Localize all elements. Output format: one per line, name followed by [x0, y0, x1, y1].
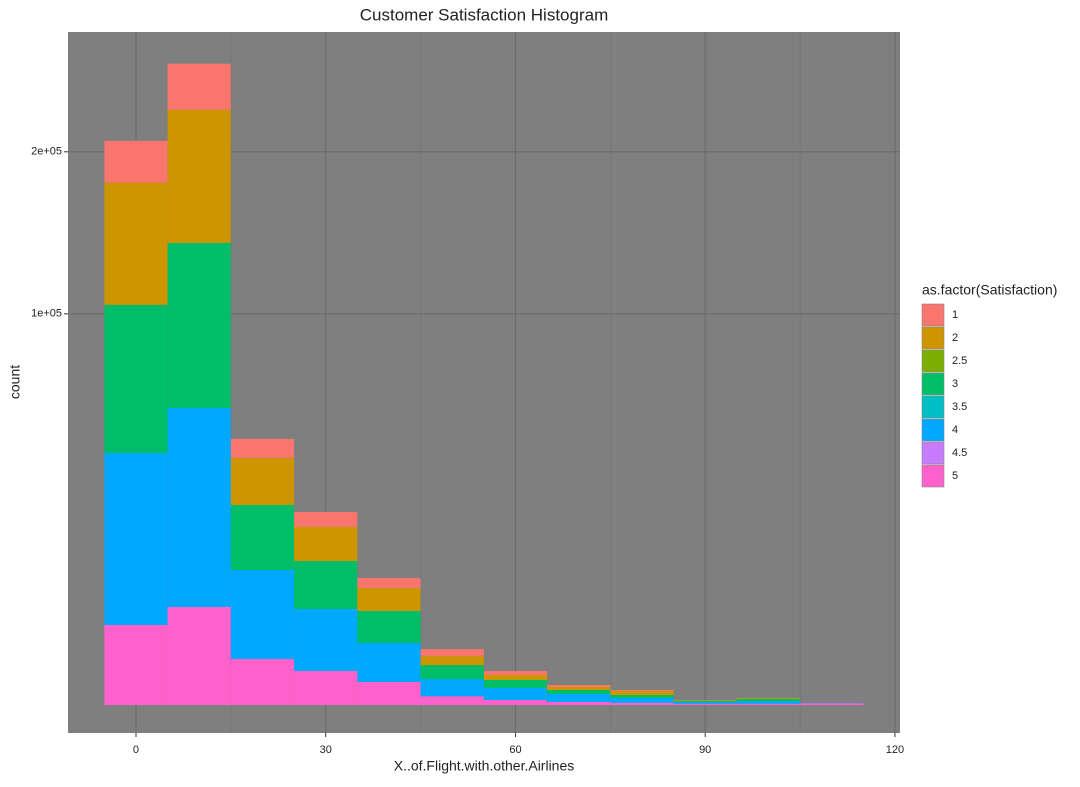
bar-segment: [104, 453, 167, 625]
bar-segment: [168, 243, 231, 408]
x-axis-label: X..of.Flight.with.other.Airlines: [394, 758, 575, 774]
bar-segment: [800, 703, 863, 705]
bar-segment: [357, 588, 420, 611]
bar-segment: [231, 458, 294, 505]
legend-key: [922, 396, 944, 418]
bar-segment: [610, 703, 673, 705]
bar-segment: [737, 701, 800, 704]
x-tick-label: 120: [886, 744, 904, 756]
bar-segment: [484, 688, 547, 700]
bar-segment: [484, 680, 547, 688]
bar-segment: [421, 649, 484, 656]
bar-segment: [231, 439, 294, 458]
bar-segment: [104, 305, 167, 453]
chart-title: Customer Satisfaction Histogram: [360, 5, 608, 24]
legend-label: 3: [952, 378, 958, 390]
bar-segment: [547, 690, 610, 694]
legend-label: 2: [952, 332, 958, 344]
bar-segment: [674, 700, 737, 701]
bar-segment: [231, 659, 294, 705]
bar-segment: [547, 702, 610, 705]
bar-segment: [294, 527, 357, 561]
legend-key: [922, 350, 944, 372]
bar-segment: [547, 687, 610, 690]
legend-key: [922, 304, 944, 326]
bar-segment: [104, 141, 167, 183]
legend-key: [922, 373, 944, 395]
legend-title: as.factor(Satisfaction): [922, 282, 1057, 298]
x-tick-label: 90: [699, 744, 711, 756]
bar-segment: [294, 609, 357, 671]
bar-segment: [168, 408, 231, 607]
bar-segment: [484, 700, 547, 705]
bar-segment: [674, 704, 737, 705]
bar-segment: [357, 578, 420, 588]
legend-key: [922, 442, 944, 464]
bar-segment: [294, 512, 357, 527]
legend-key: [922, 465, 944, 487]
bar-segment: [610, 698, 673, 703]
bar-segment: [357, 643, 420, 682]
legend-label: 4: [952, 424, 958, 436]
legend-label: 3.5: [952, 401, 967, 413]
y-axis-label: count: [7, 365, 23, 399]
x-tick-label: 0: [133, 744, 139, 756]
bar-segment: [610, 695, 673, 698]
bar-segment: [421, 665, 484, 679]
legend-label: 4.5: [952, 447, 967, 459]
bar-segment: [294, 671, 357, 705]
bar-segment: [168, 607, 231, 705]
bar-segment: [168, 64, 231, 110]
bar-segment: [104, 625, 167, 705]
bar-segment: [737, 699, 800, 701]
bar-segment: [357, 611, 420, 643]
bar-segment: [421, 679, 484, 696]
x-tick-label: 30: [320, 744, 332, 756]
legend-key: [922, 419, 944, 441]
bar-segment: [421, 656, 484, 665]
bar-segment: [737, 704, 800, 705]
bar-segment: [421, 696, 484, 705]
bar-segment: [104, 183, 167, 305]
bar-segment: [231, 505, 294, 570]
bar-segment: [674, 701, 737, 702]
bar-segment: [168, 110, 231, 243]
bar-segment: [737, 698, 800, 699]
bar-segment: [294, 561, 357, 609]
bar-segment: [547, 694, 610, 702]
y-tick-label: 2e+05: [31, 146, 62, 158]
bar-segment: [231, 570, 294, 659]
bar-segment: [547, 685, 610, 687]
y-tick-label: 1e+05: [31, 308, 62, 320]
bar-segment: [484, 671, 547, 675]
bar-segment: [610, 690, 673, 691]
legend-label: 1: [952, 309, 958, 321]
bar-segment: [484, 675, 547, 680]
bar-segment: [357, 682, 420, 705]
legend-label: 2.5: [952, 355, 967, 367]
legend-key: [922, 327, 944, 349]
bar-segment: [610, 691, 673, 695]
bar-segment: [674, 702, 737, 704]
x-tick-label: 60: [509, 744, 521, 756]
legend-label: 5: [952, 470, 958, 482]
